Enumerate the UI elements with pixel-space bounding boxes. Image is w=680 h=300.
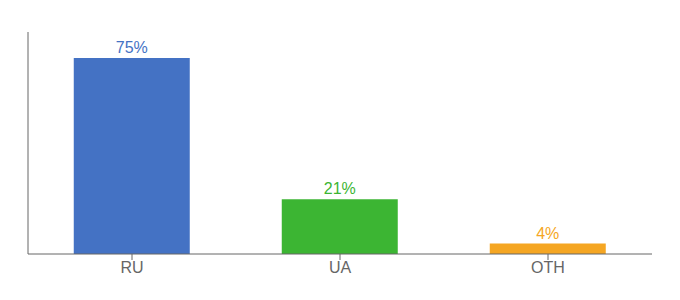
- svg-text:21%: 21%: [324, 180, 356, 197]
- svg-text:4%: 4%: [536, 225, 559, 242]
- svg-text:UA: UA: [329, 259, 352, 276]
- svg-text:OTH: OTH: [531, 259, 565, 276]
- svg-text:RU: RU: [120, 259, 143, 276]
- svg-text:75%: 75%: [116, 39, 148, 56]
